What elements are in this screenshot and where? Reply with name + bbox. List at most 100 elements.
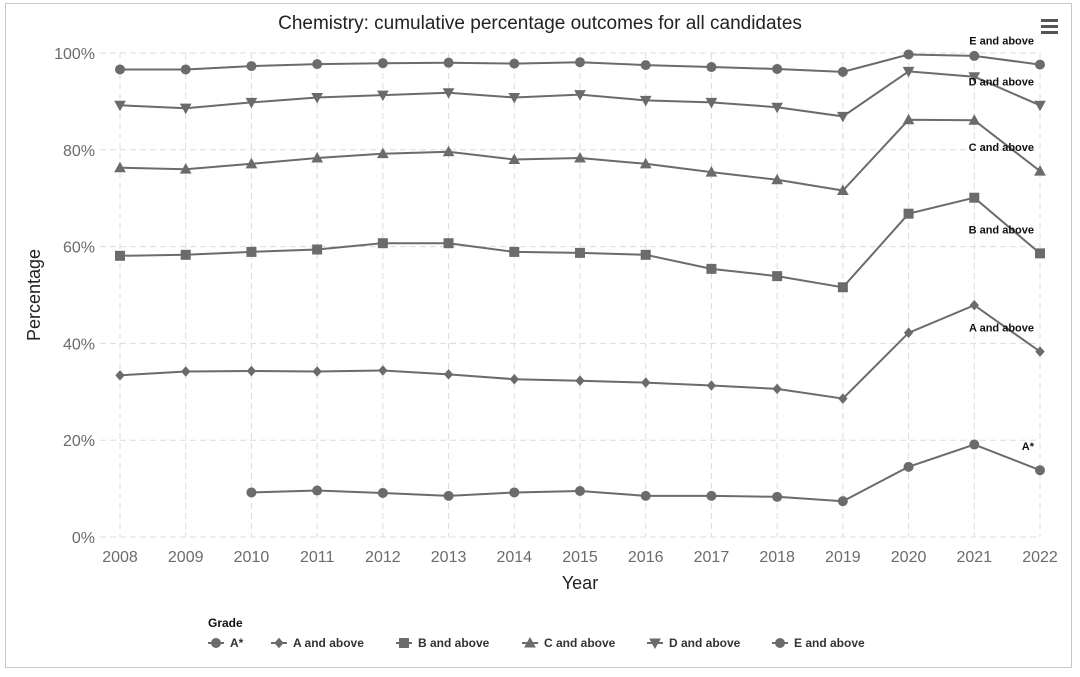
legend-item[interactable]: C and above xyxy=(522,636,616,650)
series-end-label: B and above xyxy=(969,224,1034,236)
data-point xyxy=(114,161,126,173)
y-axis-ticks: 0% 20% 40% 60% 80% 100% xyxy=(54,46,95,547)
chart-title: Chemistry: cumulative percentage outcome… xyxy=(278,13,802,34)
data-point xyxy=(903,49,914,60)
menu-icon[interactable] xyxy=(1040,18,1060,36)
x-tick-label: 2012 xyxy=(365,549,401,566)
legend-item[interactable]: D and above xyxy=(647,636,741,650)
data-point xyxy=(640,249,651,260)
data-point xyxy=(245,157,258,169)
legend: A* A and above B and above C and above D and… xyxy=(208,636,865,650)
legend-marker xyxy=(274,637,284,649)
data-point xyxy=(115,250,125,261)
data-point xyxy=(705,97,718,109)
data-point xyxy=(311,93,323,104)
x-tick-label: 2011 xyxy=(300,549,335,566)
data-point xyxy=(443,57,454,68)
legend-marker xyxy=(775,638,785,648)
data-point xyxy=(1035,59,1045,70)
data-point xyxy=(968,72,981,83)
data-point xyxy=(706,380,717,391)
x-tick-label: 2008 xyxy=(102,549,138,566)
data-point xyxy=(443,490,454,501)
data-point xyxy=(377,147,389,159)
legend-label: A* xyxy=(230,636,244,650)
x-axis-ticks: 2008 2009 2010 2011 2012 2013 2014 2015 2016 2017… xyxy=(102,549,1058,566)
data-point xyxy=(246,365,257,377)
series-a-and-above xyxy=(115,299,1045,404)
data-point xyxy=(1034,165,1046,176)
data-point xyxy=(443,238,454,249)
data-point xyxy=(1035,248,1045,259)
data-point xyxy=(246,246,257,257)
x-tick-label: 2010 xyxy=(234,549,270,566)
data-point xyxy=(575,247,585,258)
legend-label: A and above xyxy=(293,636,364,650)
data-point xyxy=(771,173,783,185)
data-point xyxy=(969,192,980,203)
data-point xyxy=(443,369,454,380)
data-point xyxy=(115,64,125,75)
data-point xyxy=(312,59,323,70)
series-b-and-above xyxy=(115,192,1045,293)
data-point xyxy=(837,111,849,123)
data-point xyxy=(575,57,585,68)
y-tick-label: 40% xyxy=(63,336,95,353)
data-point xyxy=(574,151,586,163)
data-point xyxy=(114,100,126,112)
data-point xyxy=(509,487,520,498)
x-tick-label: 2014 xyxy=(496,549,532,566)
data-point xyxy=(706,62,717,73)
legend-title: Grade xyxy=(208,616,243,630)
series-c-and-above xyxy=(114,113,1046,195)
data-point xyxy=(377,90,389,102)
legend-item[interactable]: A and above xyxy=(271,636,364,650)
x-tick-label: 2016 xyxy=(628,549,664,566)
data-point xyxy=(575,486,585,497)
data-point xyxy=(442,88,455,99)
data-point xyxy=(837,184,849,195)
chart-frame xyxy=(5,3,1072,668)
legend-marker xyxy=(399,638,409,648)
data-point xyxy=(903,461,914,472)
legend-item[interactable]: A* xyxy=(208,636,244,650)
data-point xyxy=(442,145,455,157)
data-point xyxy=(246,61,257,72)
data-point xyxy=(311,151,323,163)
data-point xyxy=(837,496,848,507)
data-point xyxy=(574,90,586,101)
legend-item[interactable]: E and above xyxy=(772,636,865,650)
data-point xyxy=(772,271,783,282)
x-tick-label: 2013 xyxy=(431,549,467,566)
x-tick-label: 2022 xyxy=(1022,549,1058,566)
data-point xyxy=(377,238,388,249)
x-tick-label: 2015 xyxy=(562,549,598,566)
data-point xyxy=(509,373,519,385)
x-tick-label: 2009 xyxy=(168,549,204,566)
series-layer xyxy=(114,49,1046,507)
data-point xyxy=(246,487,257,498)
data-point xyxy=(1035,346,1045,357)
series-d-and-above xyxy=(114,66,1046,123)
y-tick-label: 100% xyxy=(54,46,95,63)
data-point xyxy=(838,393,848,404)
series-end-label: A and above xyxy=(969,323,1034,335)
x-tick-label: 2019 xyxy=(825,549,861,566)
legend-label: B and above xyxy=(418,636,490,650)
data-point xyxy=(575,375,585,386)
legend-label: D and above xyxy=(669,636,741,650)
legend-item[interactable]: B and above xyxy=(396,636,490,650)
series-end-label: D and above xyxy=(969,76,1034,88)
legend-label: C and above xyxy=(544,636,616,650)
data-point xyxy=(902,113,915,125)
data-point xyxy=(378,365,388,376)
data-point xyxy=(640,60,651,71)
series-end-label: C and above xyxy=(969,142,1034,154)
legend-marker xyxy=(211,638,221,648)
data-point xyxy=(772,63,783,74)
data-point xyxy=(180,64,191,75)
data-point xyxy=(902,66,915,78)
x-axis-title: Year xyxy=(562,573,598,593)
data-point xyxy=(509,58,520,69)
